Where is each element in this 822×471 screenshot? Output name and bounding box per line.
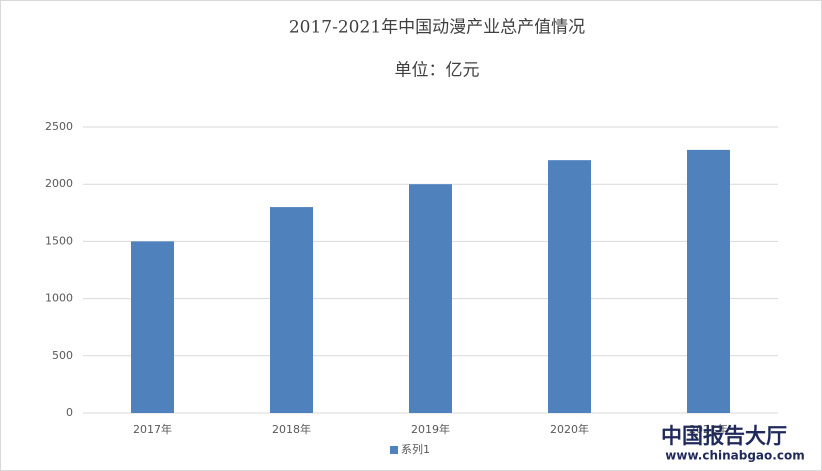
y-tick-label: 1000 [45, 292, 73, 305]
bar [270, 207, 313, 413]
y-tick-label: 2500 [45, 120, 73, 133]
y-tick-label: 500 [52, 349, 73, 362]
bar [409, 184, 452, 413]
x-tick-label: 2019年 [411, 422, 450, 436]
x-tick-label: 2020年 [550, 422, 589, 436]
x-tick-label: 2021年 [689, 422, 728, 436]
y-tick-label: 2000 [45, 177, 73, 190]
watermark-name: 中国报告大厅 [661, 424, 787, 448]
chart-subtitle: 单位：亿元 [395, 61, 480, 81]
legend-label: 系列1 [401, 442, 430, 456]
chart-title: 2017-2021年中国动漫产业总产值情况 [289, 18, 585, 38]
y-tick-label: 0 [66, 406, 73, 419]
watermark: 中国报告大厅 www.chinabgao.com [661, 424, 805, 463]
watermark-url: www.chinabgao.com [665, 449, 804, 463]
legend-swatch [390, 446, 398, 454]
bar [548, 160, 591, 413]
x-tick-label: 2018年 [272, 422, 311, 436]
x-tick-label: 2017年 [133, 422, 172, 436]
y-tick-label: 1500 [45, 234, 73, 247]
bar [687, 149, 730, 413]
bar [131, 241, 174, 413]
